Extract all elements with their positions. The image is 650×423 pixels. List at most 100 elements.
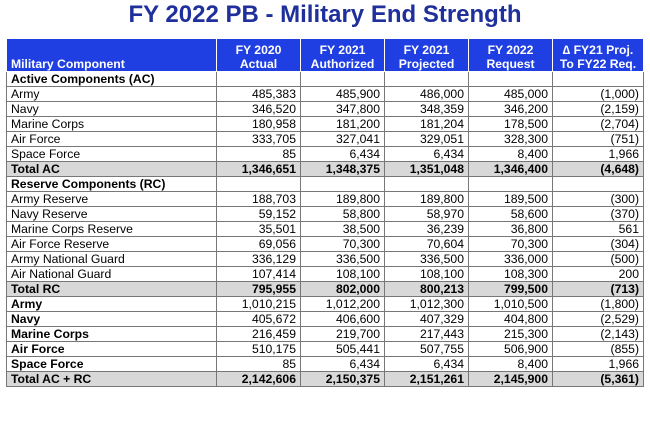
table-row: Army Reserve 188,703 189,800 189,800 189,500… <box>6 191 644 207</box>
fy2021-projected-cell: 6,434 <box>384 356 469 372</box>
fy2020-actual-cell: 35,501 <box>216 221 301 237</box>
header-delta: ∆ FY21 Proj. To FY22 Req. <box>552 38 644 72</box>
delta-cell: (2,529) <box>552 311 644 327</box>
table-header: Military Component FY 2020 Actual FY 2021… <box>6 38 644 72</box>
total-row: Total RC 795,955 802,000 800,213 799,500 (713… <box>6 281 644 297</box>
delta-cell: (713) <box>552 281 644 297</box>
component-name: Army <box>6 86 217 102</box>
total-row: Total AC + RC 2,142,606 2,150,375 2,151,261… <box>6 371 644 387</box>
empty-cell <box>468 176 553 192</box>
fy2021-authorized-cell: 505,441 <box>300 341 385 357</box>
fy2021-projected-cell: 1,012,300 <box>384 296 469 312</box>
fy2021-projected-cell: 800,213 <box>384 281 469 297</box>
header-line: Authorized <box>310 57 375 71</box>
fy2020-actual-cell: 510,175 <box>216 341 301 357</box>
header-fy2020-actual: FY 2020 Actual <box>216 38 301 72</box>
fy2020-actual-cell: 485,383 <box>216 86 301 102</box>
end-strength-table: Military Component FY 2020 Actual FY 2021… <box>6 38 644 387</box>
section-title: Reserve Components (RC) <box>6 176 217 192</box>
delta-cell: (500) <box>552 251 644 267</box>
empty-cell <box>552 71 644 87</box>
total-row: Total AC 1,346,651 1,348,375 1,351,048 1,346… <box>6 161 644 177</box>
fy2022-request-cell: 8,400 <box>468 146 553 162</box>
delta-cell: (5,361) <box>552 371 644 387</box>
component-name: Space Force <box>6 146 217 162</box>
header-line: FY 2020 <box>235 43 282 57</box>
table-row: Army National Guard 336,129 336,500 336,500… <box>6 251 644 267</box>
component-name: Total RC <box>6 281 217 297</box>
section-header-row: Active Components (AC) <box>6 71 644 87</box>
header-military-component: Military Component <box>6 38 217 72</box>
fy2020-actual-cell: 188,703 <box>216 191 301 207</box>
fy2022-request-cell: 189,500 <box>468 191 553 207</box>
fy2021-projected-cell: 189,800 <box>384 191 469 207</box>
fy2021-projected-cell: 181,204 <box>384 116 469 132</box>
fy2021-projected-cell: 217,443 <box>384 326 469 342</box>
fy2021-projected-cell: 486,000 <box>384 86 469 102</box>
table-row: Navy 405,672 406,600 407,329 404,800 (2,529) <box>6 311 644 327</box>
header-fy2022-request: FY 2022 Request <box>468 38 553 72</box>
fy2021-authorized-cell: 1,012,200 <box>300 296 385 312</box>
fy2020-actual-cell: 405,672 <box>216 311 301 327</box>
fy2022-request-cell: 70,300 <box>468 236 553 252</box>
fy2020-actual-cell: 107,414 <box>216 266 301 282</box>
delta-cell: (300) <box>552 191 644 207</box>
fy2022-request-cell: 336,000 <box>468 251 553 267</box>
fy2020-actual-cell: 333,705 <box>216 131 301 147</box>
table-row: Army 1,010,215 1,012,200 1,012,300 1,010,500… <box>6 296 644 312</box>
fy2022-request-cell: 215,300 <box>468 326 553 342</box>
fy2021-projected-cell: 507,755 <box>384 341 469 357</box>
table-row: Air Force Reserve 69,056 70,300 70,604 70,30… <box>6 236 644 252</box>
component-name: Space Force <box>6 356 217 372</box>
fy2022-request-cell: 108,300 <box>468 266 553 282</box>
table-row: Space Force 85 6,434 6,434 8,400 1,966 <box>6 146 644 162</box>
delta-cell: (370) <box>552 206 644 222</box>
fy2020-actual-cell: 2,142,606 <box>216 371 301 387</box>
fy2022-request-cell: 2,145,900 <box>468 371 553 387</box>
fy2021-projected-cell: 6,434 <box>384 146 469 162</box>
fy2021-authorized-cell: 406,600 <box>300 311 385 327</box>
fy2021-authorized-cell: 2,150,375 <box>300 371 385 387</box>
delta-cell: (1,800) <box>552 296 644 312</box>
fy2021-projected-cell: 108,100 <box>384 266 469 282</box>
fy2021-authorized-cell: 6,434 <box>300 356 385 372</box>
delta-cell: (2,159) <box>552 101 644 117</box>
fy2021-authorized-cell: 219,700 <box>300 326 385 342</box>
fy2020-actual-cell: 69,056 <box>216 236 301 252</box>
delta-cell: 1,966 <box>552 356 644 372</box>
empty-cell <box>216 71 301 87</box>
fy2021-projected-cell: 2,151,261 <box>384 371 469 387</box>
fy2021-authorized-cell: 108,100 <box>300 266 385 282</box>
header-fy2021-authorized: FY 2021 Authorized <box>300 38 385 72</box>
fy2022-request-cell: 404,800 <box>468 311 553 327</box>
header-line: Projected <box>398 57 455 71</box>
fy2021-authorized-cell: 189,800 <box>300 191 385 207</box>
delta-cell: (2,143) <box>552 326 644 342</box>
fy2022-request-cell: 1,010,500 <box>468 296 553 312</box>
delta-cell: (855) <box>552 341 644 357</box>
fy2021-authorized-cell: 38,500 <box>300 221 385 237</box>
section-header-row: Reserve Components (RC) <box>6 176 644 192</box>
fy2021-authorized-cell: 485,900 <box>300 86 385 102</box>
table-row: Space Force 85 6,434 6,434 8,400 1,966 <box>6 356 644 372</box>
table-row: Marine Corps 180,958 181,200 181,204 178,500… <box>6 116 644 132</box>
delta-cell: 200 <box>552 266 644 282</box>
component-name: Air Force <box>6 131 217 147</box>
header-fy2021-projected: FY 2021 Projected <box>384 38 469 72</box>
delta-cell: (751) <box>552 131 644 147</box>
fy2021-authorized-cell: 70,300 <box>300 236 385 252</box>
fy2022-request-cell: 485,000 <box>468 86 553 102</box>
fy2020-actual-cell: 1,010,215 <box>216 296 301 312</box>
header-line: To FY22 Req. <box>559 57 637 71</box>
delta-cell: (2,704) <box>552 116 644 132</box>
component-name: Air Force Reserve <box>6 236 217 252</box>
fy2021-authorized-cell: 347,800 <box>300 101 385 117</box>
fy2020-actual-cell: 85 <box>216 356 301 372</box>
fy2022-request-cell: 58,600 <box>468 206 553 222</box>
delta-cell: (304) <box>552 236 644 252</box>
fy2020-actual-cell: 336,129 <box>216 251 301 267</box>
delta-cell: (4,648) <box>552 161 644 177</box>
component-name: Navy Reserve <box>6 206 217 222</box>
component-name: Air Force <box>6 341 217 357</box>
fy2021-projected-cell: 70,604 <box>384 236 469 252</box>
